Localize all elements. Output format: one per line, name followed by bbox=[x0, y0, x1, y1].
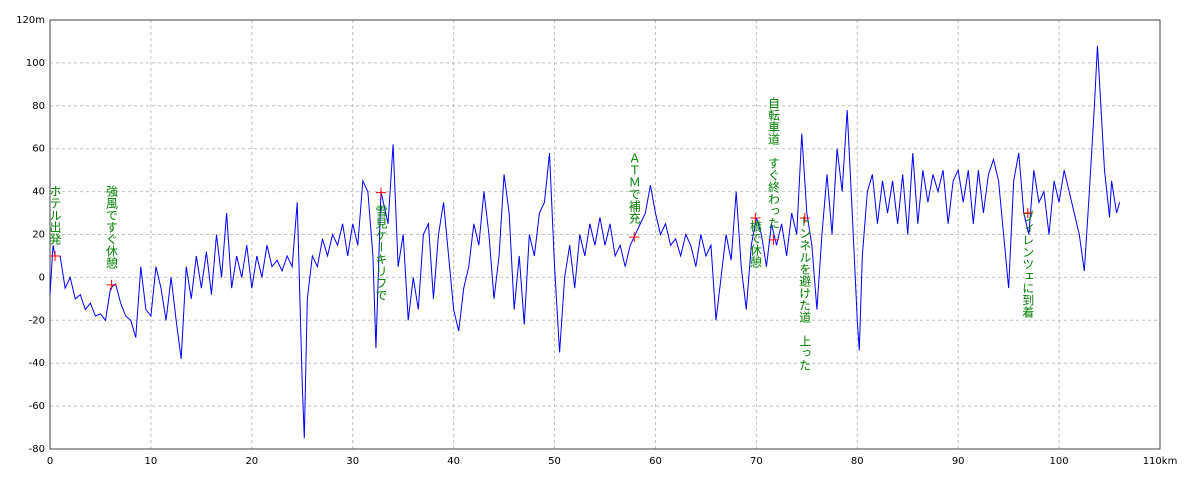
y-tick-label: 80 bbox=[32, 101, 45, 112]
line-series bbox=[49, 45, 1121, 439]
annotation: 橋で休憩 bbox=[748, 220, 762, 268]
annotation-marker bbox=[629, 232, 640, 243]
annotation: トンネルを避けた道 上った bbox=[798, 215, 812, 371]
annotation-marker bbox=[106, 279, 117, 290]
y-tick-label: -80 bbox=[29, 444, 45, 455]
x-tick-label: 50 bbox=[548, 456, 561, 467]
annotation-marker bbox=[375, 187, 386, 198]
y-tick-label: 100 bbox=[26, 58, 45, 69]
y-tick-label: 40 bbox=[32, 187, 45, 198]
y-tick-label: 120m bbox=[16, 15, 45, 26]
y-tick-label: -40 bbox=[29, 358, 45, 369]
annotation-marker bbox=[1022, 208, 1033, 219]
x-tick-label: 70 bbox=[750, 456, 763, 467]
y-tick-label: -60 bbox=[29, 401, 45, 412]
x-tick-label: 110km bbox=[1143, 456, 1178, 467]
x-tick-label: 30 bbox=[346, 456, 359, 467]
x-tick-label: 40 bbox=[447, 456, 460, 467]
x-tick-label: 20 bbox=[245, 456, 258, 467]
x-tick-label: 0 bbox=[47, 456, 53, 467]
annotation-marker bbox=[750, 212, 761, 223]
annotation: 強風ですぐ休憩 bbox=[105, 185, 119, 269]
x-tick-label: 10 bbox=[145, 456, 158, 467]
annotation: ホテル出発 bbox=[48, 185, 62, 245]
x-tick-label: 60 bbox=[649, 456, 662, 467]
y-tick-label: 0 bbox=[39, 272, 45, 283]
annotation: ＡＴＭで補充 bbox=[627, 152, 641, 225]
y-tick-label: 60 bbox=[32, 144, 45, 155]
plot-border bbox=[49, 19, 1161, 450]
annotation: 自転車道 すぐ終わった bbox=[767, 97, 781, 229]
x-tick-label: 90 bbox=[952, 456, 965, 467]
y-tick-label: 20 bbox=[32, 230, 45, 241]
x-tick-label: 100 bbox=[1050, 456, 1069, 467]
x-tick-label: 80 bbox=[851, 456, 864, 467]
annotation-marker bbox=[799, 212, 810, 223]
annotation: 雪見ケーキリフで bbox=[374, 205, 388, 301]
annotation: ヴィレンツェに到着 bbox=[1021, 210, 1035, 319]
y-tick-label: -20 bbox=[29, 315, 45, 326]
annotation-marker bbox=[50, 250, 61, 261]
annotation-marker bbox=[768, 234, 779, 245]
